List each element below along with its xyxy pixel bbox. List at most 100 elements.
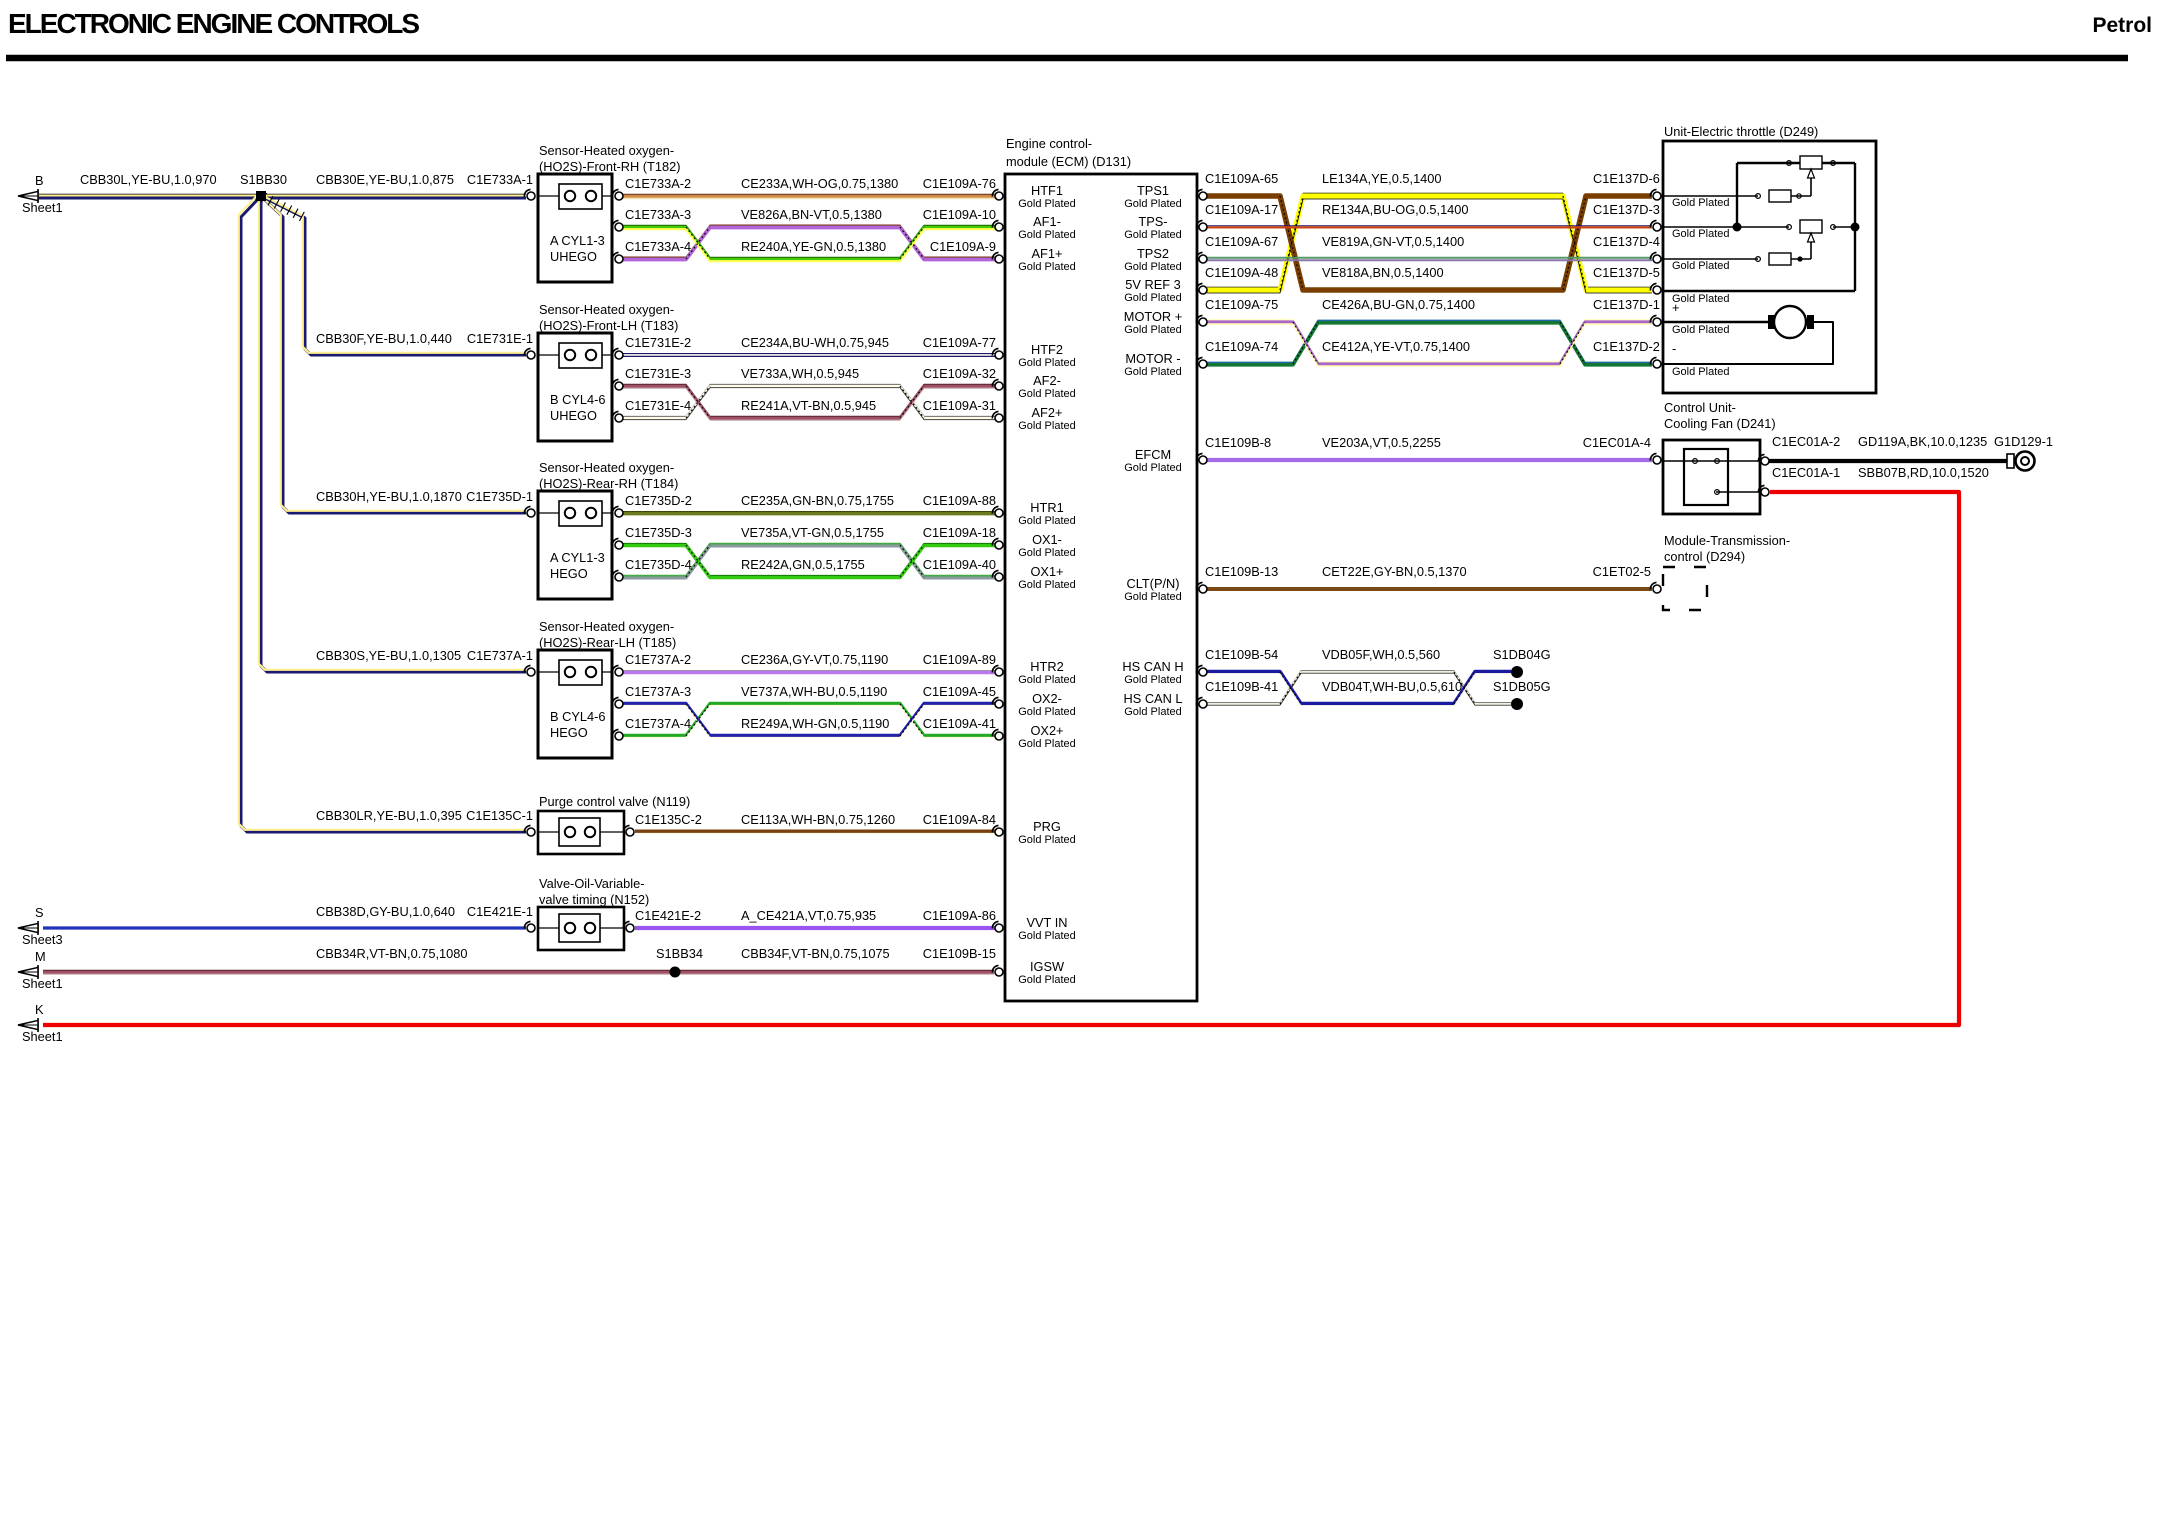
svg-text:C1E137D-3: C1E137D-3 [1593, 202, 1660, 217]
svg-text:VE826A,BN-VT,0.5,1380: VE826A,BN-VT,0.5,1380 [741, 207, 882, 222]
svg-text:Sheet3: Sheet3 [22, 932, 63, 947]
svg-text:UHEGO: UHEGO [550, 408, 597, 423]
svg-text:Gold Plated: Gold Plated [1018, 229, 1075, 241]
svg-text:Gold Plated: Gold Plated [1018, 420, 1075, 432]
svg-text:Control Unit-: Control Unit- [1664, 400, 1736, 415]
svg-text:C1E109B-13: C1E109B-13 [1205, 564, 1278, 579]
svg-text:C1E109A-45: C1E109A-45 [923, 684, 996, 699]
svg-text:C1EC01A-2: C1EC01A-2 [1772, 434, 1840, 449]
svg-text:AF2-: AF2- [1033, 373, 1061, 388]
svg-text:S1BB30: S1BB30 [240, 172, 287, 187]
svg-text:RE249A,WH-GN,0.5,1190: RE249A,WH-GN,0.5,1190 [741, 716, 889, 731]
svg-text:CBB34R,VT-BN,0.75,1080: CBB34R,VT-BN,0.75,1080 [316, 946, 468, 961]
svg-text:CLT(P/N): CLT(P/N) [1126, 576, 1179, 591]
svg-text:Sensor-Heated oxygen-: Sensor-Heated oxygen- [539, 460, 674, 475]
svg-text:(HO2S)-Front-RH (T182): (HO2S)-Front-RH (T182) [539, 159, 681, 174]
svg-text:C1E731E-1: C1E731E-1 [467, 331, 533, 346]
svg-text:Gold Plated: Gold Plated [1672, 324, 1729, 336]
svg-text:C1E109A-88: C1E109A-88 [923, 493, 996, 508]
svg-text:HTR1: HTR1 [1030, 500, 1063, 515]
svg-text:Gold Plated: Gold Plated [1124, 366, 1181, 378]
svg-text:C1E109A-76: C1E109A-76 [923, 176, 996, 191]
svg-text:RE134A,BU-OG,0.5,1400: RE134A,BU-OG,0.5,1400 [1322, 202, 1469, 217]
svg-text:Gold Plated: Gold Plated [1672, 293, 1729, 305]
svg-text:Gold Plated: Gold Plated [1018, 974, 1075, 986]
svg-text:C1E733A-4: C1E733A-4 [625, 239, 691, 254]
svg-text:Gold Plated: Gold Plated [1124, 261, 1181, 273]
svg-text:C1E109A-18: C1E109A-18 [923, 525, 996, 540]
svg-text:A CYL1-3: A CYL1-3 [550, 550, 605, 565]
svg-text:C1E137D-2: C1E137D-2 [1593, 339, 1660, 354]
svg-text:CE235A,GN-BN,0.75,1755: CE235A,GN-BN,0.75,1755 [741, 493, 894, 508]
svg-text:CBB30H,YE-BU,1.0,1870: CBB30H,YE-BU,1.0,1870 [316, 489, 462, 504]
svg-text:VVT IN: VVT IN [1026, 915, 1067, 930]
svg-text:C1E735D-3: C1E735D-3 [625, 525, 692, 540]
svg-text:C1E421E-1: C1E421E-1 [467, 904, 533, 919]
svg-text:HS CAN H: HS CAN H [1122, 659, 1183, 674]
svg-text:Gold Plated: Gold Plated [1672, 197, 1729, 209]
svg-text:Purge control valve (N119): Purge control valve (N119) [539, 794, 690, 809]
svg-text:AF2+: AF2+ [1032, 405, 1063, 420]
svg-text:CBB30L,YE-BU,1.0,970: CBB30L,YE-BU,1.0,970 [80, 172, 217, 187]
svg-text:C1E109A-17: C1E109A-17 [1205, 202, 1278, 217]
svg-text:S: S [35, 905, 44, 920]
svg-text:C1E109A-65: C1E109A-65 [1205, 171, 1278, 186]
svg-text:Sensor-Heated oxygen-: Sensor-Heated oxygen- [539, 143, 674, 158]
svg-text:CBB30F,YE-BU,1.0,440: CBB30F,YE-BU,1.0,440 [316, 331, 452, 346]
svg-text:AF1-: AF1- [1033, 214, 1061, 229]
svg-text:(HO2S)-Rear-LH (T185): (HO2S)-Rear-LH (T185) [539, 635, 676, 650]
svg-text:M: M [35, 949, 46, 964]
svg-text:B: B [35, 173, 44, 188]
svg-text:5V REF 3: 5V REF 3 [1125, 277, 1180, 292]
svg-text:C1E737A-1: C1E737A-1 [467, 648, 533, 663]
svg-text:Gold Plated: Gold Plated [1124, 324, 1181, 336]
svg-text:HEGO: HEGO [550, 566, 588, 581]
svg-text:CBB38D,GY-BU,1.0,640: CBB38D,GY-BU,1.0,640 [316, 904, 455, 919]
svg-text:C1EC01A-4: C1EC01A-4 [1583, 435, 1651, 450]
svg-text:LE134A,YE,0.5,1400: LE134A,YE,0.5,1400 [1322, 171, 1442, 186]
svg-text:CBB30E,YE-BU,1.0,875: CBB30E,YE-BU,1.0,875 [316, 172, 454, 187]
svg-text:OX2-: OX2- [1032, 691, 1062, 706]
svg-text:CE234A,BU-WH,0.75,945: CE234A,BU-WH,0.75,945 [741, 335, 889, 350]
svg-text:OX1-: OX1- [1032, 532, 1062, 547]
svg-text:C1E109A-74: C1E109A-74 [1205, 339, 1278, 354]
svg-text:OX1+: OX1+ [1030, 564, 1063, 579]
svg-text:Valve-Oil-Variable-: Valve-Oil-Variable- [539, 876, 645, 891]
svg-text:C1E109A-31: C1E109A-31 [923, 398, 996, 413]
svg-text:Sheet1: Sheet1 [22, 1029, 63, 1044]
svg-text:C1E735D-2: C1E735D-2 [625, 493, 692, 508]
svg-text:Gold Plated: Gold Plated [1672, 366, 1729, 378]
svg-text:VE735A,VT-GN,0.5,1755: VE735A,VT-GN,0.5,1755 [741, 525, 884, 540]
svg-text:C1E109A-48: C1E109A-48 [1205, 265, 1278, 280]
svg-text:HS CAN L: HS CAN L [1123, 691, 1182, 706]
svg-text:VE818A,BN,0.5,1400: VE818A,BN,0.5,1400 [1322, 265, 1444, 280]
svg-text:C1E135C-2: C1E135C-2 [635, 812, 702, 827]
svg-text:C1ET02-5: C1ET02-5 [1593, 564, 1651, 579]
svg-text:CE412A,YE-VT,0.75,1400: CE412A,YE-VT,0.75,1400 [1322, 339, 1470, 354]
svg-text:Sensor-Heated oxygen-: Sensor-Heated oxygen- [539, 302, 674, 317]
svg-text:C1E109A-84: C1E109A-84 [923, 812, 996, 827]
svg-text:Engine control-: Engine control- [1006, 136, 1092, 151]
svg-text:C1E137D-5: C1E137D-5 [1593, 265, 1660, 280]
svg-text:Gold Plated: Gold Plated [1124, 292, 1181, 304]
svg-text:RE242A,GN,0.5,1755: RE242A,GN,0.5,1755 [741, 557, 865, 572]
svg-text:Gold Plated: Gold Plated [1018, 515, 1075, 527]
svg-text:Gold Plated: Gold Plated [1018, 706, 1075, 718]
svg-text:(HO2S)-Rear-RH (T184): (HO2S)-Rear-RH (T184) [539, 476, 678, 491]
svg-text:Gold Plated: Gold Plated [1018, 738, 1075, 750]
svg-text:C1E109A-67: C1E109A-67 [1205, 234, 1278, 249]
svg-text:Gold Plated: Gold Plated [1018, 674, 1075, 686]
svg-text:C1E109A-32: C1E109A-32 [923, 366, 996, 381]
svg-text:Gold Plated: Gold Plated [1018, 357, 1075, 369]
svg-text:Gold Plated: Gold Plated [1018, 547, 1075, 559]
svg-text:UHEGO: UHEGO [550, 249, 597, 264]
svg-text:HEGO: HEGO [550, 725, 588, 740]
svg-text:VE203A,VT,0.5,2255: VE203A,VT,0.5,2255 [1322, 435, 1441, 450]
svg-text:VE819A,GN-VT,0.5,1400: VE819A,GN-VT,0.5,1400 [1322, 234, 1464, 249]
svg-text:CBB30S,YE-BU,1.0,1305: CBB30S,YE-BU,1.0,1305 [316, 648, 461, 663]
svg-text:S1DB04G: S1DB04G [1493, 647, 1551, 662]
svg-text:C1E733A-1: C1E733A-1 [467, 172, 533, 187]
svg-text:S1BB34: S1BB34 [656, 946, 703, 961]
svg-text:VE733A,WH,0.5,945: VE733A,WH,0.5,945 [741, 366, 859, 381]
svg-text:Sensor-Heated oxygen-: Sensor-Heated oxygen- [539, 619, 674, 634]
